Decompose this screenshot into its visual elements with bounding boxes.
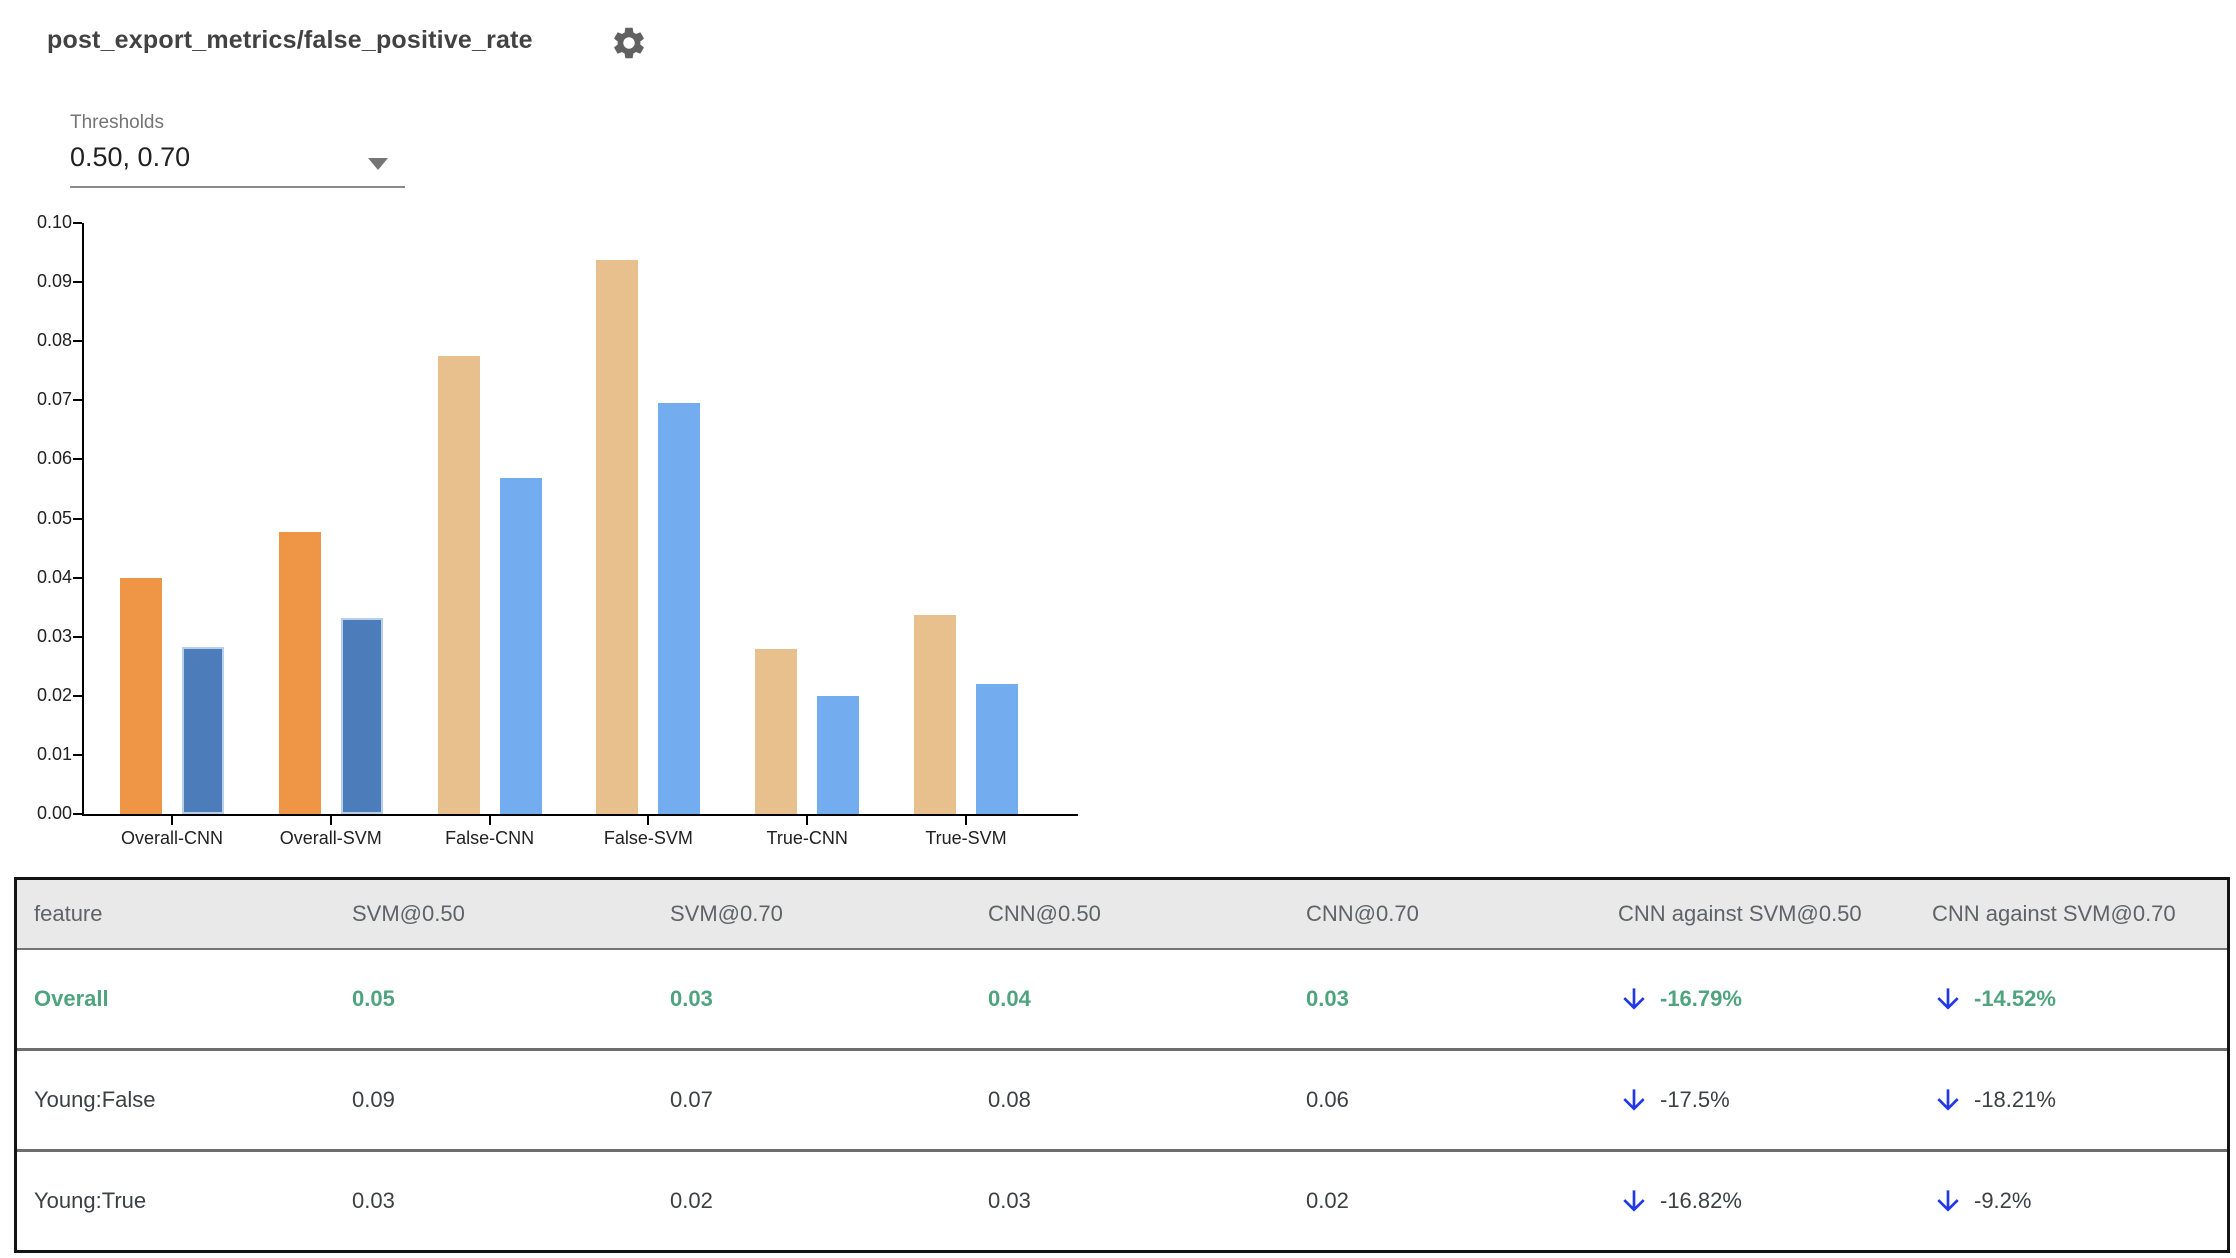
delta-value: -9.2% [1974, 1188, 2032, 1213]
y-axis-tick [73, 813, 82, 815]
y-axis-tick [73, 281, 82, 284]
y-axis-label: 0.01 [36, 743, 72, 764]
arrow-down-icon [1623, 988, 1645, 1010]
value-cell: 0.03 [670, 986, 713, 1011]
delta-value: -16.79% [1660, 986, 1742, 1011]
settings-gear-icon[interactable] [610, 24, 648, 62]
chevron-down-icon[interactable] [368, 158, 388, 170]
table-header-row: feature SVM@0.50 SVM@0.70 CNN@0.50 CNN@0… [17, 880, 2227, 950]
thresholds-select[interactable]: 0.50, 0.70 [70, 142, 191, 172]
y-axis-label: 0.10 [36, 212, 72, 232]
page-title: post_export_metrics/false_positive_rate [47, 26, 533, 54]
bar-False-CNN-threshold@0.50[interactable] [437, 356, 480, 814]
table-row-young-false[interactable]: Young:False 0.09 0.07 0.08 0.06 -17.5% -… [17, 1051, 2227, 1152]
value-cell: 0.09 [352, 1087, 395, 1112]
col-header-svm-050: SVM@0.50 [352, 901, 465, 926]
bar-True-SVM-threshold@0.70[interactable] [976, 684, 1018, 814]
gear-icon [614, 27, 644, 59]
y-axis-label: 0.09 [36, 271, 72, 292]
value-cell: 0.05 [352, 986, 395, 1011]
y-axis-tick [73, 576, 82, 579]
thresholds-label: Thresholds [70, 112, 164, 133]
y-axis-tick [73, 517, 82, 520]
value-cell: 0.07 [670, 1087, 713, 1112]
table-row-young-true[interactable]: Young:True 0.03 0.02 0.03 0.02 -16.82% -… [17, 1152, 2227, 1250]
arrow-down-icon [1623, 1089, 1645, 1111]
arrow-down-icon [1937, 1190, 1959, 1212]
bar-True-CNN-threshold@0.70[interactable] [817, 696, 860, 814]
bar-Overall-CNN-threshold@0.70[interactable] [182, 647, 224, 814]
y-axis-label: 0.06 [36, 448, 72, 469]
bar-False-SVM-threshold@0.50[interactable] [596, 260, 639, 814]
value-cell: 0.03 [352, 1188, 395, 1213]
delta-value: -18.21% [1974, 1087, 2056, 1112]
bar-True-SVM-threshold@0.50[interactable] [914, 615, 956, 814]
x-axis-label: Overall-CNN [120, 828, 223, 848]
arrow-down-icon [1623, 1190, 1645, 1212]
comparison-cell: -16.79% [1601, 983, 1915, 1015]
x-axis-label: True-SVM [925, 828, 1007, 848]
bar-False-SVM-threshold@0.70[interactable] [658, 403, 701, 814]
arrow-down-icon [1937, 1089, 1959, 1111]
delta-value: -14.52% [1974, 986, 2056, 1011]
y-axis-label: 0.07 [36, 389, 72, 410]
x-axis-tick [965, 816, 967, 825]
x-axis-tick [488, 816, 491, 825]
comparison-cell: -18.21% [1915, 1084, 2227, 1116]
x-axis-label: True-CNN [766, 828, 848, 848]
metrics-table: feature SVM@0.50 SVM@0.70 CNN@0.50 CNN@0… [14, 877, 2230, 1253]
y-axis-tick [73, 753, 82, 756]
value-cell: 0.03 [1306, 986, 1349, 1011]
comparison-cell: -17.5% [1601, 1084, 1915, 1116]
y-axis-label: 0.03 [36, 625, 72, 646]
y-axis-tick [73, 458, 82, 461]
x-axis-tick [329, 816, 332, 825]
table-row-overall[interactable]: Overall 0.05 0.03 0.04 0.03 -16.79% -14.… [17, 950, 2227, 1051]
bar-Overall-CNN-threshold@0.50[interactable] [120, 578, 162, 814]
y-axis-tick [73, 399, 82, 402]
col-header-cnn-050: CNN@0.50 [988, 901, 1101, 926]
feature-cell: Young:False [34, 1087, 156, 1112]
value-cell: 0.08 [988, 1087, 1031, 1112]
bar-True-CNN-threshold@0.50[interactable] [755, 649, 798, 814]
feature-cell: Young:True [34, 1188, 147, 1213]
value-cell: 0.02 [1306, 1188, 1349, 1213]
y-axis-tick [73, 635, 82, 638]
col-header-feature: feature [34, 901, 103, 926]
x-axis-tick [806, 816, 809, 825]
col-header-cnn-vs-svm-070: CNN against SVM@0.70 [1932, 901, 2176, 926]
y-axis-label: 0.04 [36, 566, 72, 587]
value-cell: 0.04 [988, 986, 1031, 1011]
bar-False-CNN-threshold@0.70[interactable] [499, 478, 542, 814]
x-axis-label: Overall-SVM [279, 828, 382, 848]
delta-value: -17.5% [1660, 1087, 1730, 1112]
dropdown-underline [70, 186, 405, 188]
bar-Overall-SVM-threshold@0.70[interactable] [340, 618, 383, 814]
y-axis-tick [73, 694, 82, 697]
x-axis-tick [647, 816, 650, 825]
bar-Overall-SVM-threshold@0.50[interactable] [278, 532, 321, 814]
value-cell: 0.02 [670, 1188, 713, 1213]
x-axis-tick [171, 816, 173, 825]
value-cell: 0.03 [988, 1188, 1031, 1213]
value-cell: 0.06 [1306, 1087, 1349, 1112]
y-axis-label: 0.05 [36, 507, 72, 528]
y-axis-label: 0.00 [36, 803, 72, 823]
x-axis-label: False-SVM [603, 828, 693, 848]
x-axis-label: False-CNN [445, 828, 535, 848]
col-header-cnn-vs-svm-050: CNN against SVM@0.50 [1618, 901, 1862, 926]
chart-plot-area [82, 223, 1078, 816]
col-header-svm-070: SVM@0.70 [670, 901, 783, 926]
comparison-cell: -16.82% [1601, 1185, 1915, 1217]
delta-value: -16.82% [1660, 1188, 1742, 1213]
y-axis-label: 0.08 [36, 330, 72, 351]
y-axis-label: 0.02 [36, 684, 72, 705]
comparison-cell: -14.52% [1915, 983, 2227, 1015]
y-axis-tick [73, 340, 82, 343]
comparison-cell: -9.2% [1915, 1185, 2227, 1217]
col-header-cnn-070: CNN@0.70 [1306, 901, 1419, 926]
arrow-down-icon [1937, 988, 1959, 1010]
feature-cell: Overall [34, 986, 109, 1011]
y-axis-tick [73, 222, 82, 224]
